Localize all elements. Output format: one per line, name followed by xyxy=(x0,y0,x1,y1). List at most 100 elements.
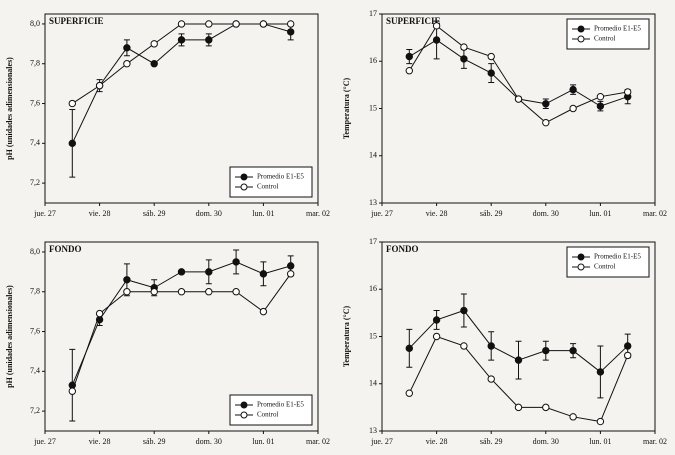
marker xyxy=(514,356,523,364)
x-tick-label: jue. 27 xyxy=(370,209,393,218)
y-tick-label: 7,2 xyxy=(30,406,40,415)
marker xyxy=(287,28,295,36)
legend-label: Control xyxy=(594,35,615,43)
y-tick-label: 14 xyxy=(369,151,377,160)
marker xyxy=(542,118,550,127)
marker xyxy=(287,270,295,278)
marker xyxy=(123,60,131,68)
marker xyxy=(287,262,295,270)
marker xyxy=(596,417,605,426)
marker xyxy=(405,389,413,397)
marker xyxy=(405,67,413,75)
x-tick-label: vie. 28 xyxy=(89,437,111,446)
marker xyxy=(177,268,186,276)
x-tick-label: mar. 02 xyxy=(306,437,330,446)
y-tick-label: 7,8 xyxy=(30,59,40,68)
marker xyxy=(177,20,186,28)
marker xyxy=(123,276,131,284)
x-tick-label: jue. 27 xyxy=(33,209,56,218)
marker xyxy=(150,60,158,68)
y-tick-label: 15 xyxy=(369,103,377,112)
x-tick-label: vie. 28 xyxy=(89,209,111,218)
marker xyxy=(596,102,605,110)
y-tick-label: 16 xyxy=(369,56,377,65)
x-tick-label: dom. 30 xyxy=(533,209,559,218)
y-axis-label: pH (unidades adimensionales) xyxy=(5,285,14,388)
marker xyxy=(68,381,77,389)
x-tick-label: dom. 30 xyxy=(533,437,559,446)
marker xyxy=(460,342,468,350)
x-tick-label: vie. 28 xyxy=(426,209,448,218)
marker xyxy=(95,309,104,318)
x-tick-label: lun. 01 xyxy=(252,437,274,446)
marker xyxy=(569,104,577,113)
legend-marker xyxy=(240,411,248,419)
y-axis-label: pH (unidades adimensionales) xyxy=(5,57,14,160)
y-tick-label: 13 xyxy=(369,426,377,435)
x-tick-label: mar. 02 xyxy=(643,209,667,218)
marker xyxy=(150,288,158,296)
legend-label: Promedio E1-E5 xyxy=(257,401,304,409)
y-tick-label: 7,6 xyxy=(30,326,40,335)
x-tick-label: mar. 02 xyxy=(643,437,667,446)
y-tick-label: 15 xyxy=(369,331,377,340)
x-tick-label: lun. 01 xyxy=(589,209,611,218)
marker xyxy=(177,36,186,44)
y-axis-label: Temperatura (°C) xyxy=(342,78,351,140)
marker xyxy=(569,85,577,94)
series-line xyxy=(71,261,291,386)
marker xyxy=(432,36,441,44)
y-tick-label: 17 xyxy=(369,237,377,246)
marker xyxy=(596,368,605,376)
marker xyxy=(205,268,213,276)
y-tick-label: 14 xyxy=(369,379,377,388)
x-tick-label: sáb. 29 xyxy=(480,437,503,446)
panel-title: FONDO xyxy=(49,244,82,254)
marker xyxy=(460,55,468,63)
panel-title: FONDO xyxy=(386,244,419,254)
marker xyxy=(487,52,495,61)
plot-frame xyxy=(44,13,319,204)
marker xyxy=(205,20,213,28)
legend-label: Control xyxy=(594,263,615,271)
marker xyxy=(624,351,632,360)
marker xyxy=(432,332,441,341)
marker xyxy=(150,40,158,48)
marker xyxy=(287,20,295,28)
legend-marker xyxy=(577,253,585,261)
marker xyxy=(569,413,577,421)
y-tick-label: 17 xyxy=(369,9,377,18)
marker xyxy=(487,375,495,383)
marker xyxy=(205,288,213,296)
y-tick-label: 13 xyxy=(369,198,377,207)
marker xyxy=(123,44,131,52)
marker xyxy=(205,36,213,44)
legend-label: Control xyxy=(257,183,278,191)
x-tick-label: jue. 27 xyxy=(33,437,56,446)
marker xyxy=(259,270,268,278)
legend-box xyxy=(566,18,650,50)
legend-label: Promedio E1-E5 xyxy=(257,173,304,181)
x-tick-label: lun. 01 xyxy=(252,209,274,218)
legend-box xyxy=(229,166,313,198)
marker xyxy=(177,288,186,296)
y-tick-label: 7,4 xyxy=(30,366,40,375)
x-tick-label: jue. 27 xyxy=(370,437,393,446)
legend-label: Promedio E1-E5 xyxy=(594,25,641,33)
marker xyxy=(259,20,268,28)
legend-label: Promedio E1-E5 xyxy=(594,253,641,261)
x-tick-label: vie. 28 xyxy=(426,437,448,446)
y-axis-label: Temperatura (°C) xyxy=(342,306,351,368)
x-tick-label: sáb. 29 xyxy=(143,437,166,446)
marker xyxy=(68,139,77,148)
marker xyxy=(487,69,495,77)
marker xyxy=(259,307,268,316)
y-tick-label: 16 xyxy=(369,284,377,293)
plot-frame xyxy=(44,241,319,432)
y-tick-label: 7,8 xyxy=(30,287,40,296)
marker xyxy=(68,387,77,395)
panel-title: SUPERFICIE xyxy=(386,16,441,26)
marker xyxy=(460,306,468,315)
marker xyxy=(95,315,104,324)
legend-marker xyxy=(577,25,585,33)
